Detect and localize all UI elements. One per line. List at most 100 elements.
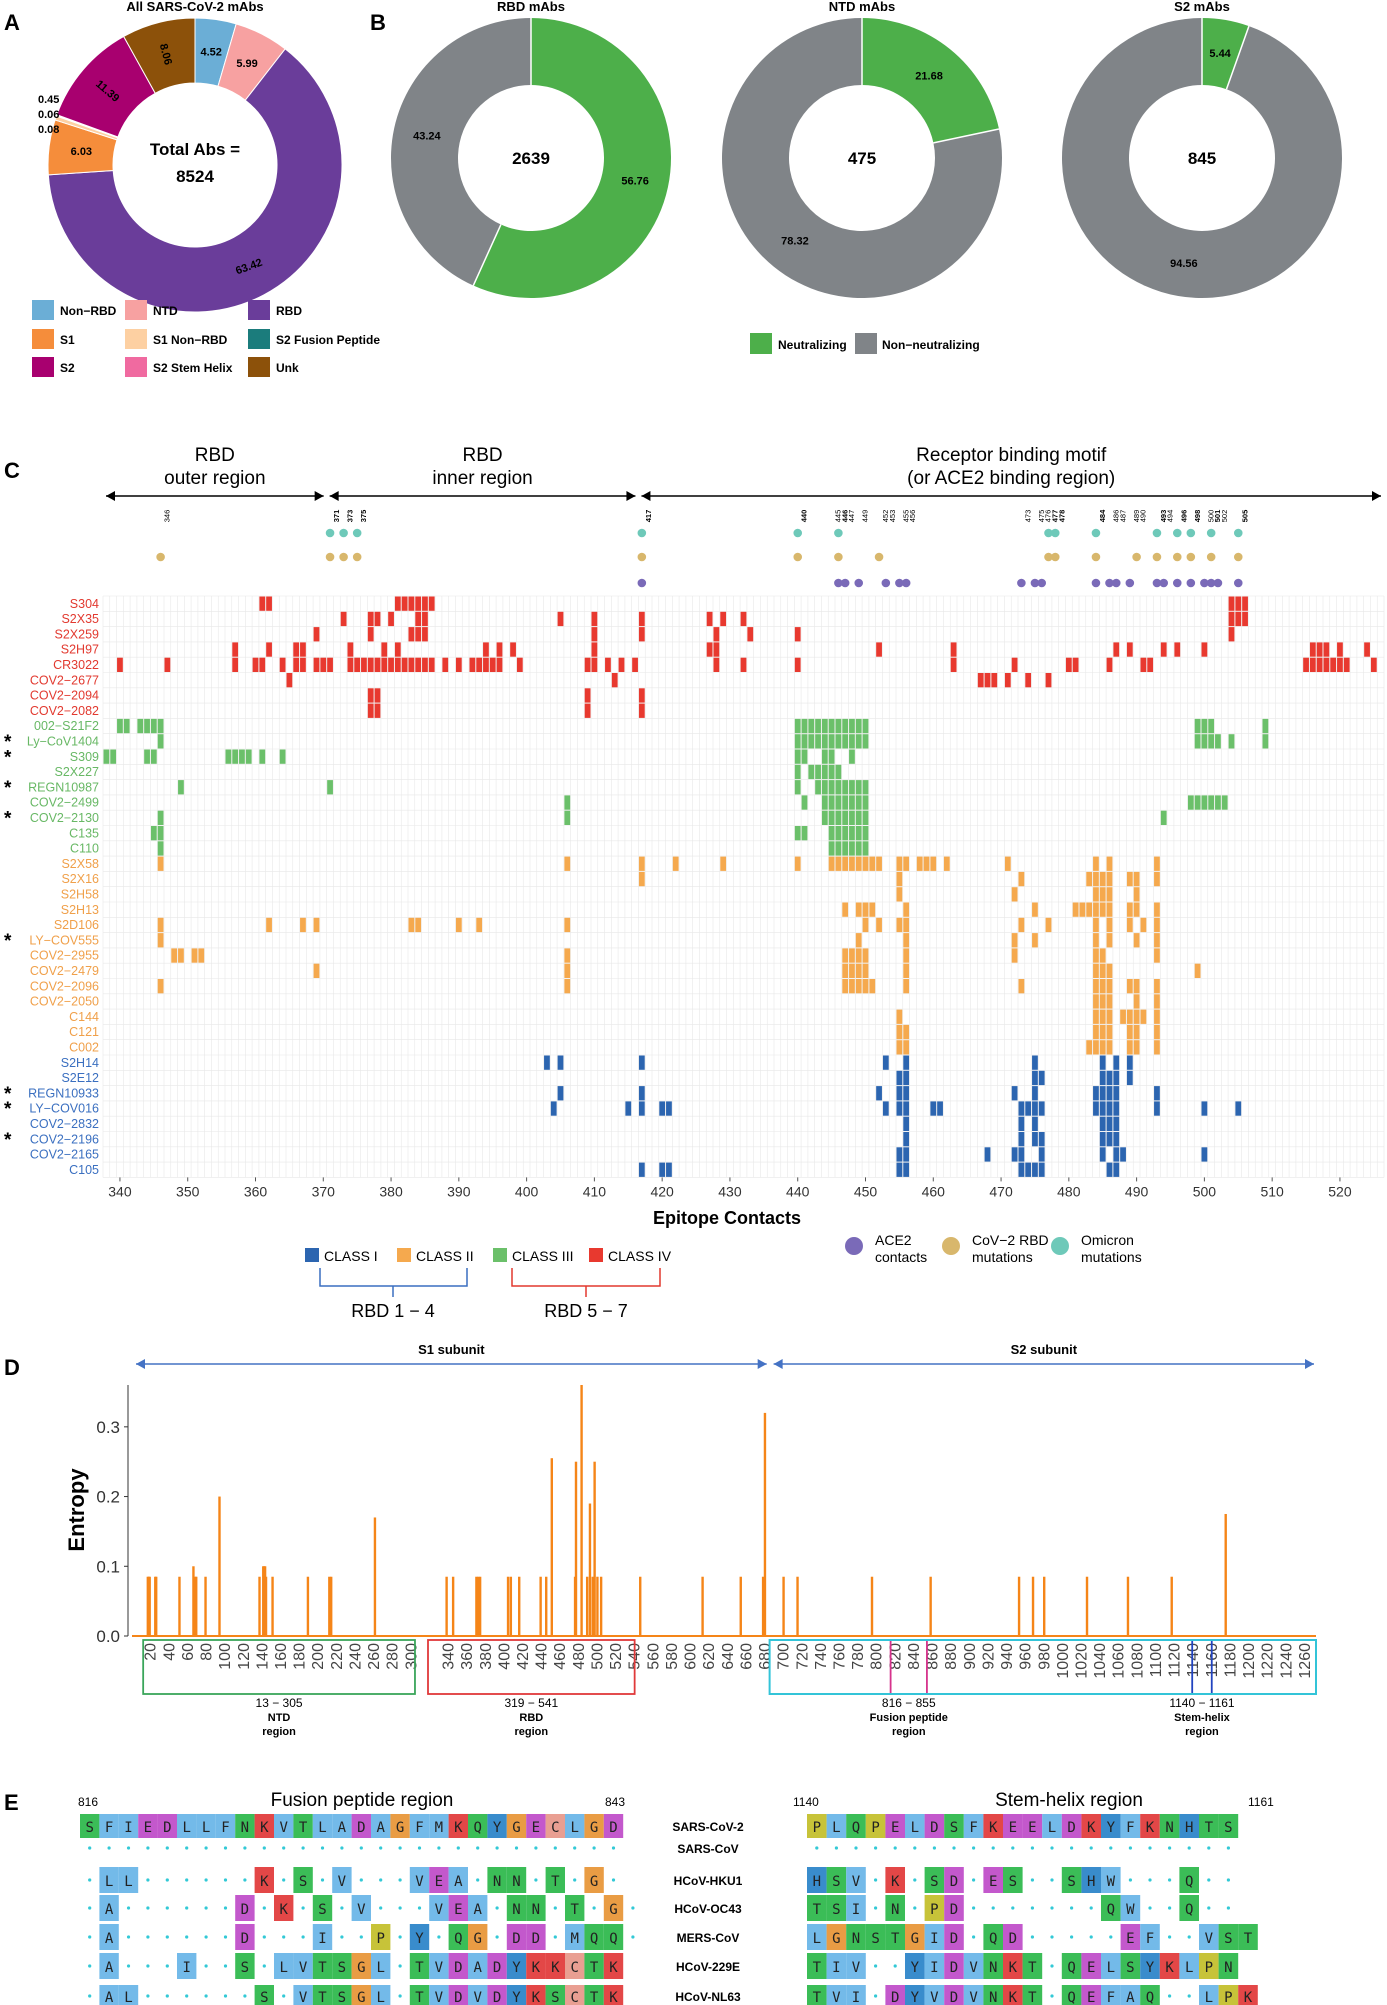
fusion-cell (254, 1814, 274, 1838)
stem-cell (826, 1953, 847, 1979)
stem-cell (846, 1814, 866, 1838)
cell-cov2-2955-406 (564, 948, 571, 963)
x-tick-label-700: 700 (776, 1643, 793, 1670)
cell-cr3022-396 (496, 657, 503, 672)
fusion-residue: E (454, 1902, 462, 1918)
x-tick-label-820: 820 (887, 1643, 904, 1670)
fusion-residue: G (590, 1820, 598, 1836)
cell-s304-386 (428, 596, 435, 611)
omicron-dot-505 (1233, 528, 1243, 538)
x-tick-label-500: 500 (589, 1643, 606, 1670)
legend-label-rbd: RBD (276, 304, 302, 318)
cell-cr3022-370 (320, 657, 327, 672)
stem-residue: D (891, 1990, 899, 2005)
x-tick-label-450: 450 (854, 1183, 878, 1199)
stem-residue: S (1067, 1874, 1075, 1890)
cell-c121-493 (1154, 1024, 1160, 1040)
cell-s2x35-405 (557, 611, 564, 627)
fusion-dot (534, 1878, 538, 1882)
antibody-label-c135: C135 (69, 826, 99, 840)
cell-cr3022-399 (516, 657, 523, 672)
stem-residue: Y (911, 1960, 920, 1976)
stem-dot (1050, 1878, 1054, 1882)
cell-regn10987-450 (862, 780, 869, 795)
antibody-label-002-s21f2: 002−S21F2 (34, 719, 99, 733)
stem-residue: S (1009, 1874, 1017, 1890)
cell-regn10933-417 (638, 1086, 645, 1101)
legend-swatch-s2-stem-helix (125, 357, 147, 377)
region-title-2: Receptor binding motif (916, 445, 1107, 466)
cell-cov2-2050-486 (1106, 994, 1113, 1009)
cell-ly-cov555-484 (1093, 933, 1099, 948)
cell-s2x58-462 (943, 856, 950, 871)
fusion-cell (293, 1814, 313, 1838)
bar-954 (1017, 1576, 1021, 1636)
arrowhead (136, 1359, 145, 1369)
panel-c-x-axis: 340 350 360 370 380 390 400 410 420 430 440 450 460 4… (108, 1177, 1352, 1199)
antibody-label-cov2-2050: COV2−2050 (30, 995, 99, 1009)
cell-s2h97-428 (713, 642, 720, 657)
x-tick-label-1100: 1100 (1148, 1643, 1165, 1678)
slice-label-s2-fusion-peptide: 0.06 (38, 109, 59, 121)
cell-002-s21f2-445 (828, 718, 835, 734)
x-tick-label-1140: 1140 (1185, 1643, 1202, 1678)
ace2-dot-417 (637, 578, 647, 588)
cell-cov2-2130-445 (828, 810, 835, 825)
cell-s309-359 (245, 749, 252, 764)
stem-residue: S (871, 1931, 879, 1947)
stem-dot (874, 1906, 878, 1910)
stem-cell (1199, 1953, 1219, 1979)
cell-cr3022-364 (279, 657, 286, 672)
stem-residue: N (891, 1902, 899, 1918)
stem-residue: G (832, 1931, 840, 1947)
fusion-residue: L (279, 1960, 287, 1976)
fusion-dot (573, 1878, 577, 1882)
legend-label-s1-non-rbd: S1 Non−RBD (153, 333, 228, 347)
fusion-cell (545, 1985, 565, 2005)
cell-cov2-2479-369 (313, 963, 320, 978)
bar-505 (599, 1576, 603, 1636)
antibody-label-cov2-2130: COV2−2130 (30, 811, 99, 825)
stem-residue: G (911, 1931, 919, 1947)
cell-s2h58-485 (1099, 887, 1106, 902)
stem-residue: Q (1185, 1902, 1193, 1918)
fusion-dot (185, 1994, 189, 1998)
fusion-dot (262, 1846, 266, 1850)
cell-ly-cov1404-444 (821, 734, 828, 749)
site-label-373: 373 (346, 510, 355, 523)
fusion-cell (351, 1953, 371, 1979)
fusion-cell (409, 1814, 430, 1838)
x-tick-label-490: 490 (1125, 1183, 1149, 1199)
fusion-residue: V (435, 1960, 444, 1976)
fusion-cell (274, 1895, 294, 1921)
x-tick-label-520: 520 (1328, 1183, 1352, 1199)
x-tick-label-160: 160 (273, 1643, 290, 1670)
arrowhead (773, 1359, 783, 1369)
stem-residue: Q (1067, 1990, 1075, 2005)
cell-s2x58-455 (896, 856, 903, 871)
stem-dot (1168, 1906, 1172, 1910)
bar-501 (596, 1576, 599, 1636)
fusion-residue: N (241, 1820, 249, 1836)
cell-cov2-2499-446 (835, 795, 842, 810)
fusion-dot (553, 1906, 557, 1910)
fusion-title: Fusion peptide region (271, 1790, 454, 1811)
stem-cell (924, 1924, 945, 1950)
fusion-dot (320, 1846, 325, 1850)
fusion-cell (99, 1814, 119, 1838)
x-tick-label-580: 580 (664, 1643, 681, 1670)
antibody-label-ly-cov1404: Ly−CoV1404 (27, 735, 99, 749)
cell-cov2-2196-486 (1106, 1132, 1113, 1147)
fusion-cell (235, 1814, 255, 1838)
slice-non-neutralizing-2 (1062, 18, 1342, 299)
cell-cr3022-518 (1323, 657, 1330, 672)
x-tick-label-900: 900 (962, 1643, 979, 1670)
fusion-residue: K (260, 1874, 269, 1890)
fusion-residue: N (532, 1902, 540, 1918)
stem-dot (1207, 1906, 1211, 1910)
panel-a-center-value: 8524 (176, 167, 214, 186)
fusion-residue: K (279, 1902, 288, 1918)
species-hcov-229e: HCoV-229E (676, 1960, 740, 1974)
cell-cov2-2196-475 (1032, 1132, 1038, 1147)
